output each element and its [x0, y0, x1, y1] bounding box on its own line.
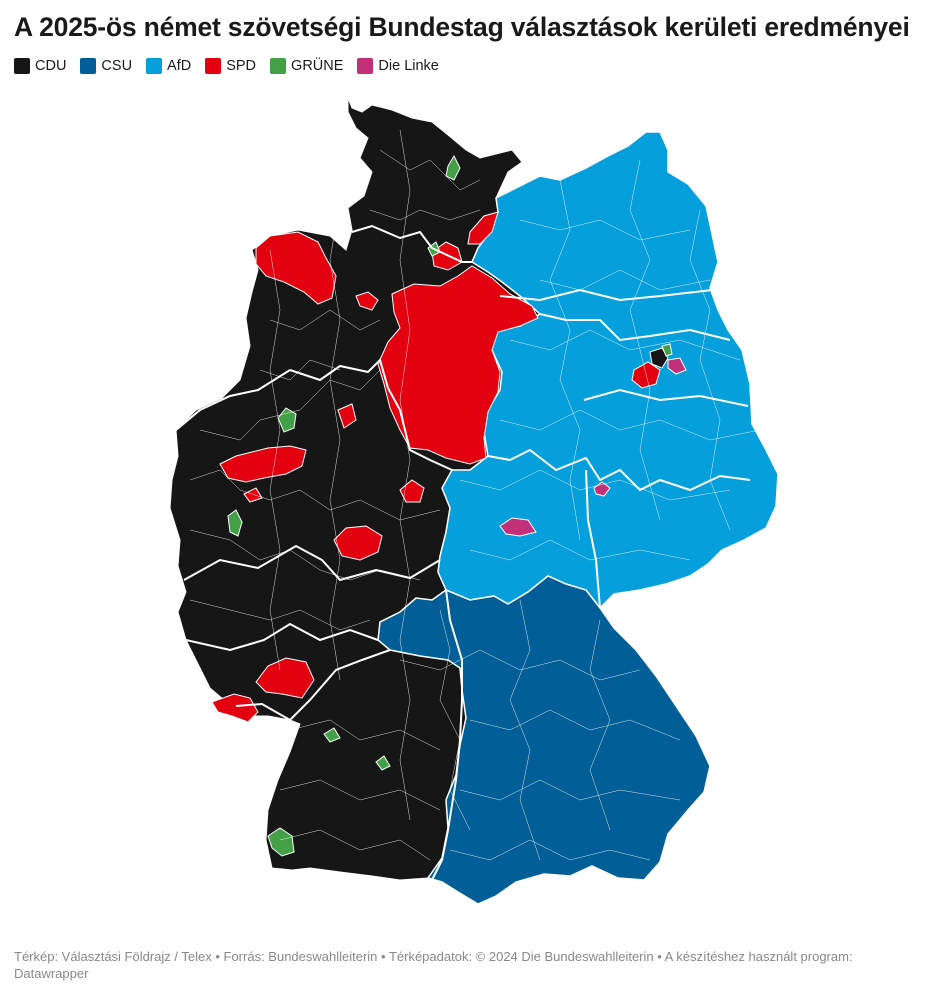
legend-swatch-grune — [270, 58, 287, 74]
region-grune-stuttgart[interactable] — [375, 755, 391, 771]
legend-label-cdu: CDU — [35, 58, 67, 74]
legend-swatch-afd — [146, 58, 163, 74]
legend-label-csu: CSU — [101, 58, 133, 74]
region-spd-saarland[interactable] — [211, 693, 259, 723]
region-grune-munster[interactable] — [277, 407, 297, 433]
region-grune-kiel[interactable] — [445, 154, 461, 181]
legend-item-linke: Die Linke — [357, 58, 439, 74]
legend-swatch-csu — [80, 58, 97, 74]
region-spd-frankfurt[interactable] — [333, 525, 383, 561]
legend-item-spd: SPD — [205, 58, 256, 74]
legend-label-afd: AfD — [167, 58, 192, 74]
region-spd-lower-saxony[interactable] — [377, 265, 539, 465]
region-linke-berlin[interactable] — [667, 357, 687, 375]
legend-item-afd: AfD — [146, 58, 191, 74]
legend-label-grune: GRÜNE — [291, 58, 344, 74]
germany-map — [169, 97, 779, 905]
legend-swatch-linke — [357, 58, 374, 74]
map-title: A 2025-ös német szövetségi Bundestag vál… — [14, 12, 910, 42]
legend-label-linke: Die Linke — [378, 58, 439, 74]
region-grune-cologne[interactable] — [227, 509, 243, 537]
region-spd-cologne[interactable] — [243, 487, 263, 503]
region-cdu-berlin[interactable] — [649, 347, 669, 369]
legend-item-grune: GRÜNE — [270, 58, 343, 74]
legend-item-csu: CSU — [80, 58, 132, 74]
map-container — [0, 80, 945, 930]
legend-item-cdu: CDU — [14, 58, 66, 74]
region-spd-bremen[interactable] — [355, 291, 379, 311]
region-spd-palatinate[interactable] — [255, 657, 315, 699]
state-borders — [175, 224, 751, 881]
region-spd-hanover-south[interactable] — [337, 403, 357, 429]
region-linke-erfurt[interactable] — [499, 517, 537, 537]
region-grune-freiburg[interactable] — [267, 827, 295, 857]
district-lines — [189, 129, 761, 861]
legend-label-spd: SPD — [226, 58, 257, 74]
region-spd-lubeck[interactable] — [467, 211, 499, 245]
region-spd-ruhr[interactable] — [219, 445, 307, 483]
region-grune-karlsruhe[interactable] — [323, 727, 341, 743]
source-footer: Térkép: Választási Földrajz / Telex • Fo… — [14, 949, 853, 981]
legend: CDU CSU AfD SPD GRÜNE Die Linke — [14, 58, 453, 74]
region-grune-berlin[interactable] — [661, 343, 673, 357]
legend-swatch-spd — [205, 58, 222, 74]
region-spd-east-frisia[interactable] — [255, 231, 337, 305]
legend-swatch-cdu — [14, 58, 30, 74]
